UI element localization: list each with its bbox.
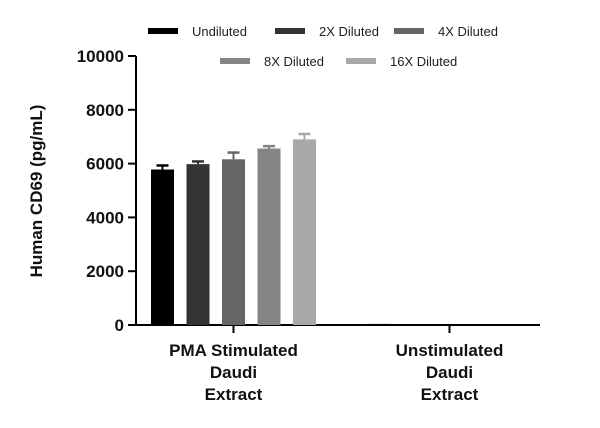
bar (186, 164, 210, 325)
x-category-label: Extract (421, 385, 479, 404)
x-category-label: Extract (205, 385, 263, 404)
bars (151, 132, 390, 325)
legend-label: 16X Diluted (390, 54, 457, 69)
legend-label: 8X Diluted (264, 54, 324, 69)
y-tick-label: 0 (115, 316, 124, 335)
bar (151, 169, 174, 325)
bar (257, 148, 281, 325)
legend-label: Undiluted (192, 24, 247, 39)
bar (367, 323, 390, 325)
x-category-label: PMA Stimulated (169, 341, 298, 360)
y-axis: 0 2000 4000 6000 8000 10000 (77, 47, 137, 335)
y-tick-label: 8000 (86, 101, 124, 120)
x-axis: PMA Stimulated Daudi Extract Unstimulated Da… (135, 324, 540, 404)
legend: Undiluted 2X Diluted 4X Diluted 8X Diluted 1… (148, 24, 498, 69)
legend-label: 4X Diluted (438, 24, 498, 39)
y-tick-label: 4000 (86, 208, 124, 227)
x-category-label: Daudi (210, 363, 257, 382)
y-tick-label: 2000 (86, 262, 124, 281)
y-tick-label: 10000 (77, 47, 124, 66)
x-category-label: Daudi (426, 363, 473, 382)
y-tick-label: 6000 (86, 155, 124, 174)
legend-swatch (346, 58, 376, 64)
y-axis-title: Human CD69 (pg/mL) (27, 105, 46, 278)
x-category-label: Unstimulated (396, 341, 504, 360)
legend-label: 2X Diluted (319, 24, 379, 39)
bar (222, 159, 245, 325)
legend-swatch (394, 28, 424, 34)
legend-swatch (148, 28, 178, 34)
legend-swatch (220, 58, 250, 64)
legend-swatch (275, 28, 305, 34)
bar (293, 139, 316, 325)
